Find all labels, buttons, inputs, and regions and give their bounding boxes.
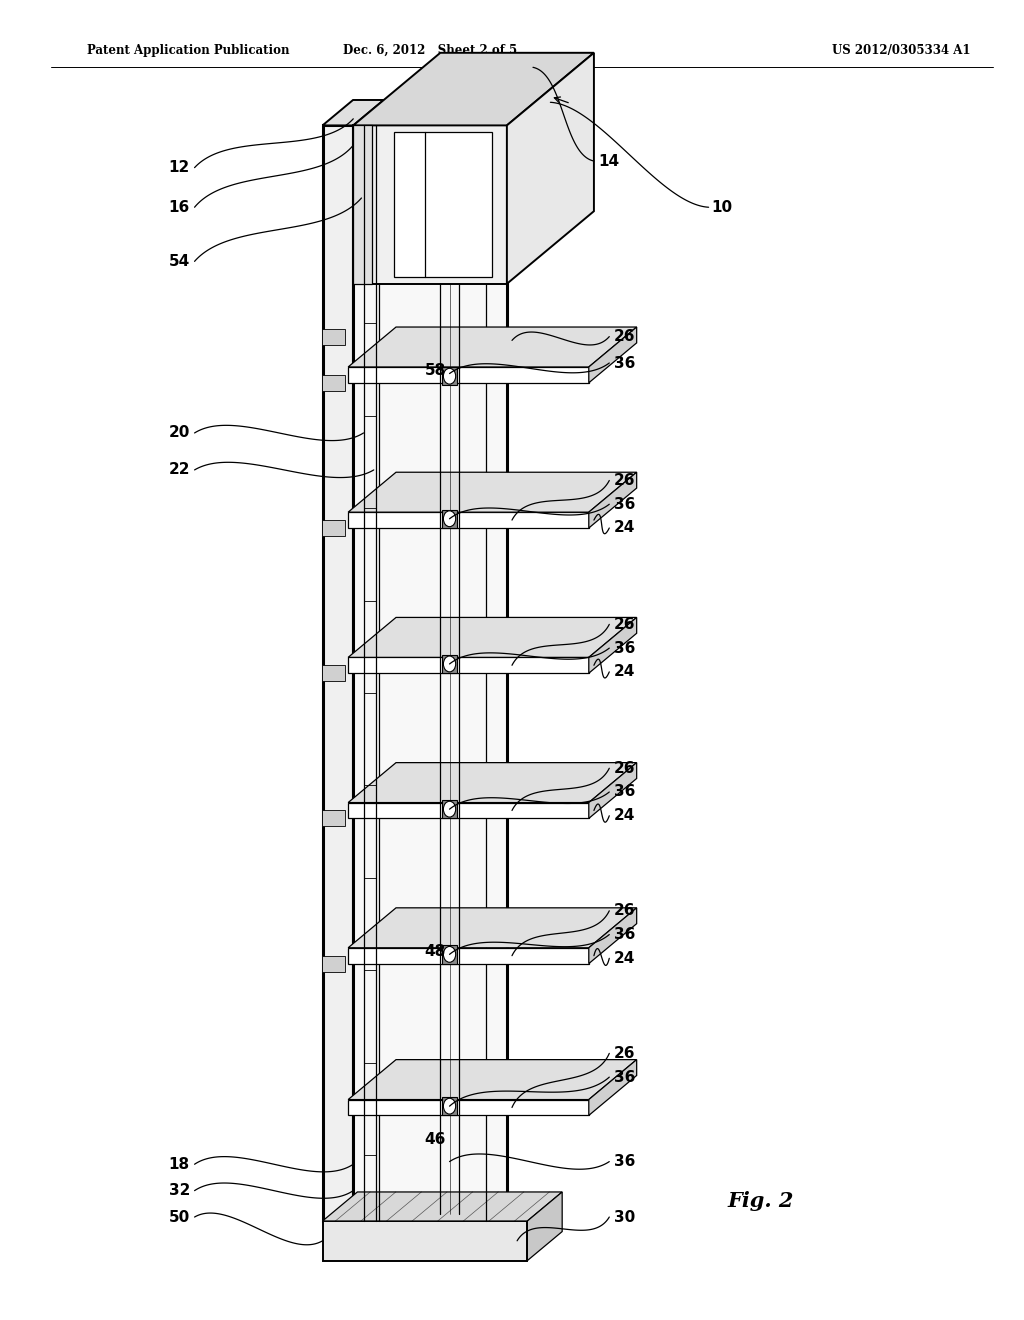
Polygon shape (348, 1100, 589, 1115)
Text: 54: 54 (169, 253, 189, 269)
Text: 36: 36 (614, 355, 635, 371)
Polygon shape (322, 375, 345, 391)
Polygon shape (322, 665, 345, 681)
Text: 36: 36 (614, 1154, 635, 1170)
Circle shape (443, 656, 456, 672)
Circle shape (443, 368, 456, 384)
Polygon shape (589, 1060, 637, 1115)
Polygon shape (348, 327, 637, 367)
Text: 46: 46 (425, 1131, 445, 1147)
Circle shape (443, 511, 456, 527)
Polygon shape (348, 763, 637, 803)
Polygon shape (322, 520, 345, 536)
Polygon shape (353, 125, 372, 284)
Polygon shape (589, 473, 637, 528)
Circle shape (443, 946, 456, 962)
Text: Dec. 6, 2012   Sheet 2 of 5: Dec. 6, 2012 Sheet 2 of 5 (343, 44, 517, 57)
Text: 24: 24 (614, 808, 635, 824)
Text: 36: 36 (614, 1069, 635, 1085)
Polygon shape (348, 367, 589, 383)
Polygon shape (348, 948, 589, 964)
Text: 36: 36 (614, 927, 635, 942)
Text: 24: 24 (614, 664, 635, 680)
Polygon shape (589, 327, 637, 383)
Polygon shape (442, 510, 457, 528)
Polygon shape (323, 100, 384, 125)
Polygon shape (348, 1060, 637, 1100)
Polygon shape (442, 945, 457, 964)
Polygon shape (323, 125, 353, 1221)
Polygon shape (442, 800, 457, 818)
Circle shape (443, 801, 456, 817)
Polygon shape (323, 1221, 527, 1261)
Polygon shape (353, 125, 507, 1221)
Text: 26: 26 (614, 760, 635, 776)
Polygon shape (322, 810, 345, 826)
Polygon shape (589, 908, 637, 964)
Text: Fig. 2: Fig. 2 (727, 1191, 794, 1212)
Polygon shape (442, 367, 457, 385)
Text: 36: 36 (614, 496, 635, 512)
Polygon shape (322, 956, 345, 972)
Polygon shape (353, 125, 507, 284)
Polygon shape (348, 908, 637, 948)
Polygon shape (323, 1192, 562, 1221)
Polygon shape (353, 53, 594, 125)
Text: 18: 18 (169, 1156, 189, 1172)
Circle shape (443, 1098, 456, 1114)
Text: 16: 16 (169, 199, 189, 215)
Text: 10: 10 (712, 199, 733, 215)
Polygon shape (442, 655, 457, 673)
Polygon shape (348, 618, 637, 657)
Text: 48: 48 (425, 944, 445, 960)
Text: 22: 22 (169, 462, 189, 478)
Text: 50: 50 (169, 1209, 189, 1225)
Polygon shape (589, 618, 637, 673)
Text: 26: 26 (614, 616, 635, 632)
Text: US 2012/0305334 A1: US 2012/0305334 A1 (831, 44, 971, 57)
Text: 58: 58 (425, 363, 445, 379)
Text: 26: 26 (614, 1045, 635, 1061)
Polygon shape (348, 803, 589, 818)
Polygon shape (527, 1192, 562, 1261)
Text: 20: 20 (169, 425, 189, 441)
Polygon shape (348, 657, 589, 673)
Polygon shape (348, 512, 589, 528)
Polygon shape (507, 53, 594, 284)
Text: 36: 36 (614, 784, 635, 800)
Text: 14: 14 (599, 153, 620, 169)
Text: 30: 30 (614, 1209, 635, 1225)
Text: 36: 36 (614, 640, 635, 656)
Text: 26: 26 (614, 473, 635, 488)
Polygon shape (394, 132, 492, 277)
Text: 32: 32 (169, 1183, 189, 1199)
Polygon shape (442, 1097, 457, 1115)
Text: 26: 26 (614, 903, 635, 919)
Text: Patent Application Publication: Patent Application Publication (87, 44, 290, 57)
Text: 26: 26 (614, 329, 635, 345)
Polygon shape (589, 763, 637, 818)
Text: 24: 24 (614, 520, 635, 536)
Polygon shape (322, 329, 345, 345)
Text: 12: 12 (169, 160, 189, 176)
Text: 24: 24 (614, 950, 635, 966)
Polygon shape (348, 473, 637, 512)
